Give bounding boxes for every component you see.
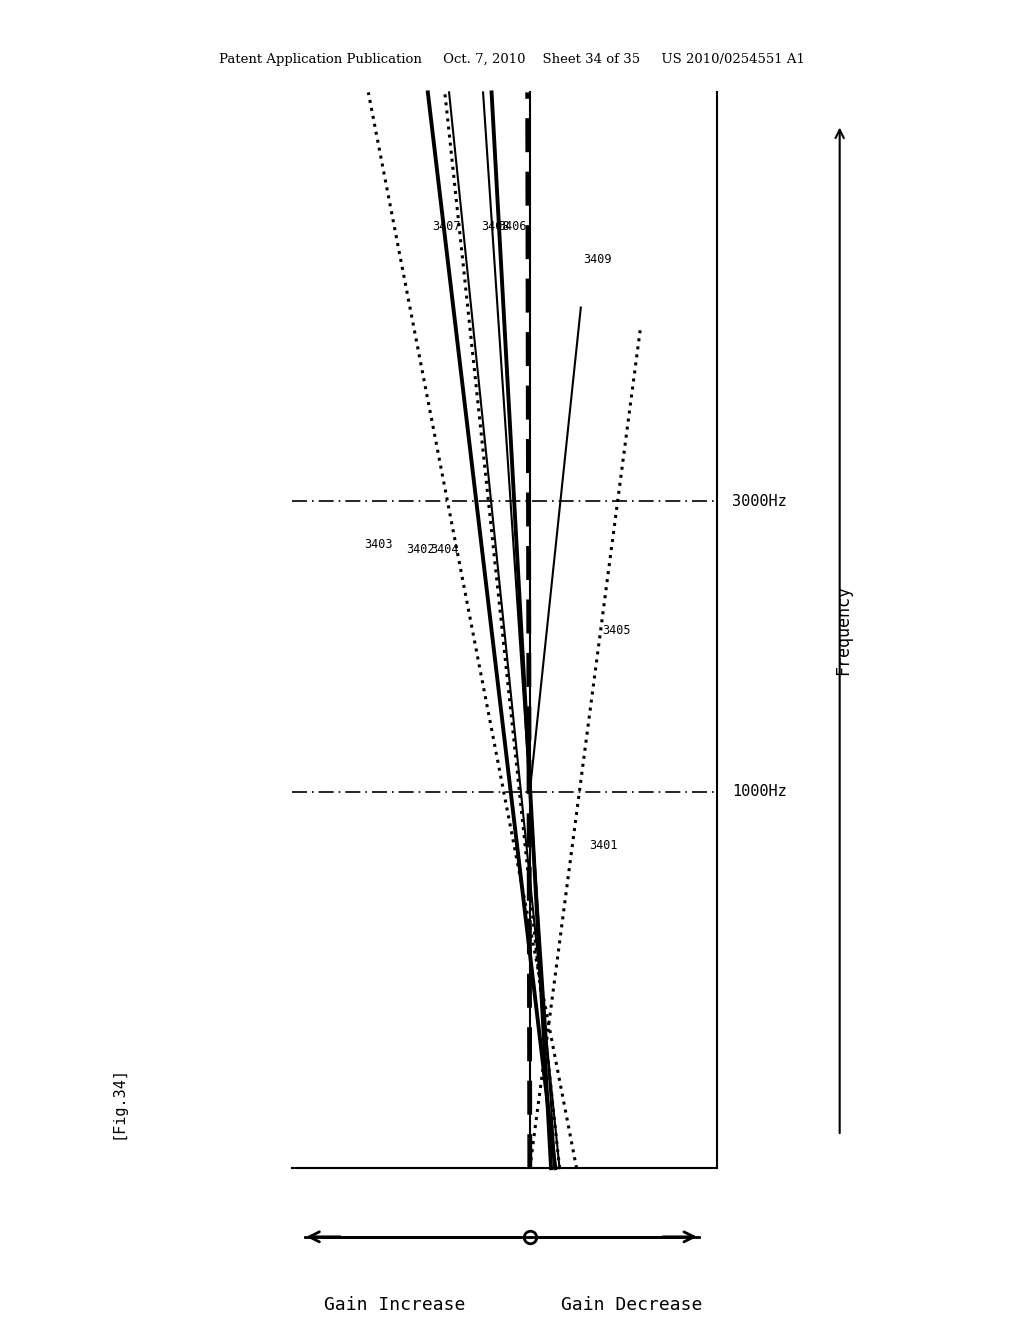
Text: [Fig.34]: [Fig.34] — [111, 1065, 125, 1139]
Text: 3402: 3402 — [407, 543, 435, 556]
Text: Patent Application Publication     Oct. 7, 2010    Sheet 34 of 35     US 2010/02: Patent Application Publication Oct. 7, 2… — [219, 53, 805, 66]
Text: Gain Decrease: Gain Decrease — [560, 1296, 701, 1315]
Text: 3404: 3404 — [430, 543, 459, 556]
Text: Gain Increase: Gain Increase — [324, 1296, 465, 1315]
Text: 3407: 3407 — [432, 220, 461, 234]
Text: 3403: 3403 — [365, 537, 392, 550]
Text: 3405: 3405 — [602, 624, 631, 636]
Text: 3000Hz: 3000Hz — [732, 494, 786, 508]
Text: 1000Hz: 1000Hz — [732, 784, 786, 799]
Text: 3401: 3401 — [589, 840, 617, 851]
Text: 3408: 3408 — [481, 220, 510, 234]
Text: Frequency: Frequency — [834, 585, 852, 676]
Text: 3409: 3409 — [583, 252, 611, 265]
Text: 3406: 3406 — [498, 220, 526, 234]
